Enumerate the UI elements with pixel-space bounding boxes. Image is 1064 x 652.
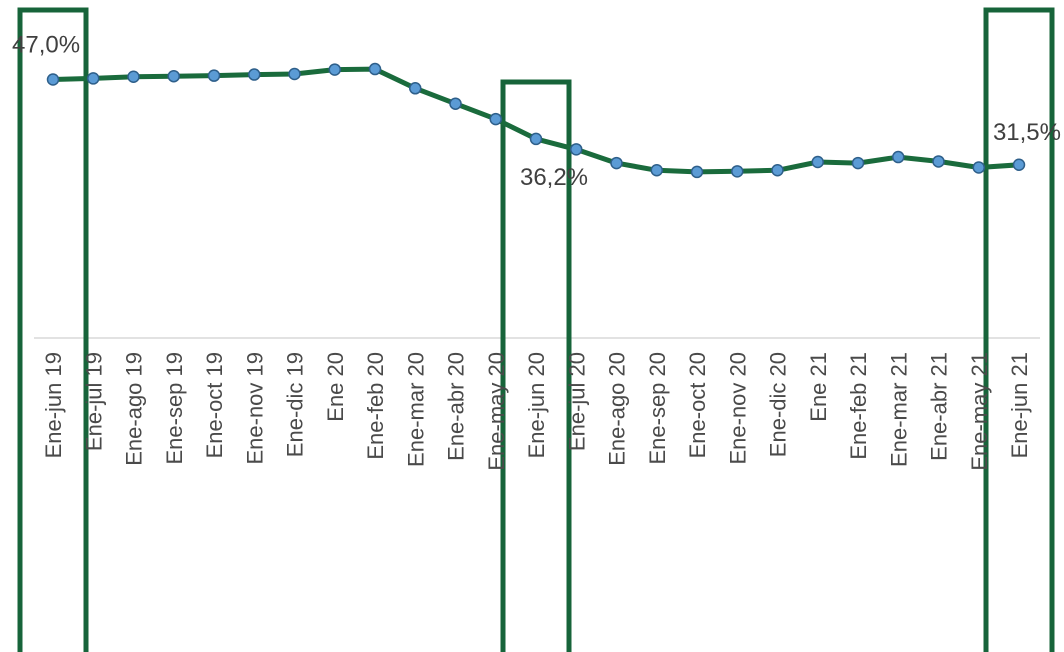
x-tick-label: Ene 21 <box>806 352 831 422</box>
data-label: 47,0% <box>12 32 80 59</box>
x-tick-label: Ene-ago 20 <box>605 352 630 466</box>
x-tick-label: Ene-ago 19 <box>122 352 147 466</box>
data-point <box>87 72 100 85</box>
highlight-box <box>500 79 572 652</box>
x-tick-label: Ene-jul 20 <box>564 352 589 451</box>
x-tick-label: Ene-abr 21 <box>927 352 952 461</box>
x-tick-label: Ene-dic 20 <box>766 352 791 457</box>
data-point <box>127 70 140 83</box>
x-tick-label: Ene-jul 19 <box>81 352 106 451</box>
data-point <box>167 69 180 83</box>
x-tick-label: Ene-mar 21 <box>886 352 911 467</box>
data-labels: 47,0% 36,2% 31,5% <box>12 32 1061 191</box>
data-point <box>932 155 945 168</box>
data-point <box>892 150 905 164</box>
data-point <box>610 156 623 170</box>
data-markers <box>46 62 1026 179</box>
x-tick-label: Ene-jun 19 <box>41 352 66 458</box>
data-point <box>570 143 583 156</box>
x-tick-label: Ene-oct 19 <box>202 352 227 458</box>
x-tick-label: Ene-dic 19 <box>283 352 308 457</box>
data-point <box>489 112 502 126</box>
x-tick-labels: Ene-jun 19 Ene-jul 19 Ene-ago 19 Ene-sep 19… <box>41 352 1032 471</box>
x-tick-label: Ene-feb 21 <box>846 352 871 460</box>
x-tick-label: Ene-abr 20 <box>444 352 469 461</box>
data-point <box>972 161 985 174</box>
data-point <box>851 156 865 170</box>
data-point <box>771 164 784 177</box>
x-tick-label: Ene-nov 20 <box>725 352 750 465</box>
data-point <box>1012 158 1026 171</box>
data-point <box>368 62 382 76</box>
data-point <box>207 69 221 82</box>
x-tick-label: Ene-feb 20 <box>363 352 388 460</box>
data-point <box>449 97 462 110</box>
data-point <box>529 132 543 146</box>
x-tick-label: Ene-sep 19 <box>162 352 187 465</box>
x-tick-label: Ene-oct 20 <box>685 352 710 458</box>
data-point <box>248 68 261 81</box>
data-label: 31,5% <box>993 119 1061 146</box>
data-point <box>409 82 422 95</box>
data-point <box>811 155 824 169</box>
x-tick-label: Ene-jun 20 <box>524 352 549 458</box>
data-point <box>46 73 60 86</box>
highlight-box <box>17 7 89 652</box>
x-tick-label: Ene 20 <box>323 352 348 422</box>
data-point <box>288 67 301 81</box>
data-point <box>731 165 744 178</box>
data-point <box>650 164 663 177</box>
data-label: 36,2% <box>520 164 588 191</box>
series-line <box>50 66 1022 175</box>
x-tick-label: Ene-jun 21 <box>1007 352 1032 458</box>
data-point <box>690 165 704 179</box>
x-tick-label: Ene-mar 20 <box>403 352 428 467</box>
x-tick-label: Ene-nov 19 <box>242 352 267 465</box>
x-tick-label: Ene-may 21 <box>967 352 992 471</box>
x-tick-label: Ene-may 20 <box>484 352 509 471</box>
highlight-box <box>983 7 1055 652</box>
x-tick-label: Ene-sep 20 <box>645 352 670 465</box>
highlight-boxes <box>17 7 1055 652</box>
data-point <box>328 63 341 76</box>
